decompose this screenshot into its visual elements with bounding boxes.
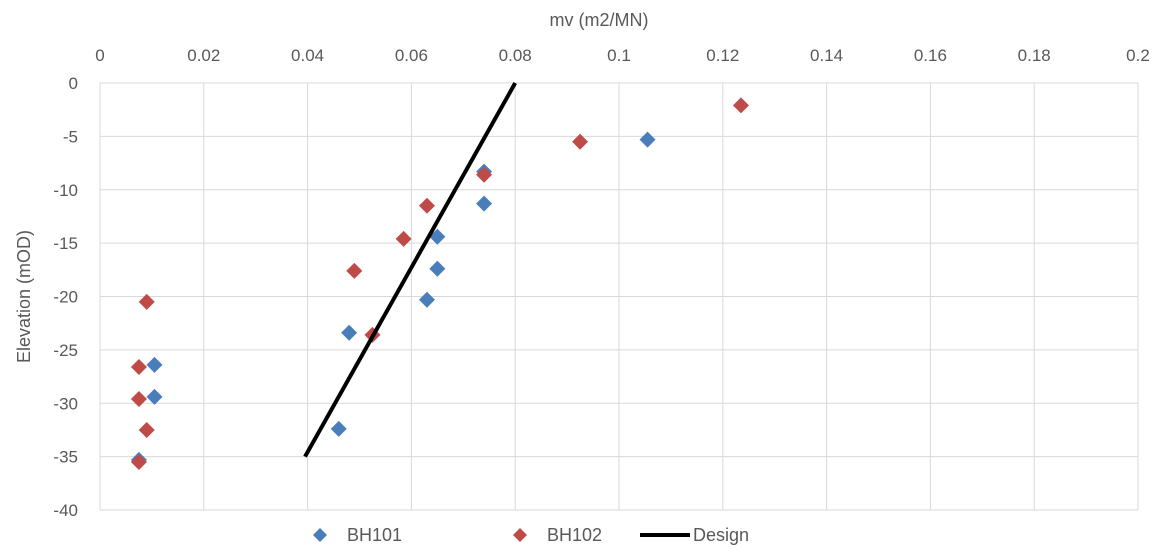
- tick-labels: 0 0.02 0.04 0.06 0.08 0.1 0.12 0.14 0.16 0.18 0.2 0…: [53, 46, 1149, 520]
- grid: [99, 82, 1139, 511]
- bh101-point: [341, 324, 358, 341]
- bh101-point: [330, 420, 347, 437]
- legend-label: Design: [693, 525, 749, 545]
- series-bh102: [130, 97, 749, 470]
- legend-item-bh102: BH102: [513, 525, 602, 545]
- legend-diamond-marker: [513, 528, 527, 542]
- design-line: [303, 82, 517, 458]
- legend-label: BH101: [347, 525, 402, 545]
- y-axis-title: Elevation (mOD): [14, 230, 34, 363]
- y-tick-label: -35: [53, 448, 78, 467]
- x-tick-label: 0.16: [914, 46, 947, 65]
- bh102-point: [395, 230, 412, 247]
- bh102-point: [476, 166, 493, 183]
- y-tick-label: -25: [53, 341, 78, 360]
- bh101-point: [429, 228, 446, 245]
- x-tick-label: 0.2: [1126, 46, 1150, 65]
- y-tick-label: 0: [69, 74, 78, 93]
- bh102-point: [572, 133, 589, 150]
- x-tick-label: 0.02: [187, 46, 220, 65]
- bh101-point: [418, 291, 435, 308]
- bh102-point: [418, 197, 435, 214]
- x-axis-title: mv (m2/MN): [550, 10, 649, 30]
- legend-item-design: Design: [640, 525, 749, 545]
- bh101-point: [146, 388, 163, 405]
- bh102-point: [130, 390, 147, 407]
- x-tick-label: 0.08: [499, 46, 532, 65]
- bh102-point: [130, 358, 147, 375]
- y-tick-label: -20: [53, 288, 78, 307]
- legend-item-bh101: BH101: [313, 525, 402, 545]
- bh101-point: [146, 356, 163, 373]
- x-tick-label: 0.12: [706, 46, 739, 65]
- x-tick-label: 0.04: [291, 46, 324, 65]
- y-tick-label: -30: [53, 394, 78, 413]
- y-tick-label: -5: [63, 127, 78, 146]
- bh101-point: [476, 195, 493, 212]
- x-tick-label: 0.18: [1018, 46, 1051, 65]
- y-tick-label: -40: [53, 501, 78, 520]
- bh102-point: [138, 421, 155, 438]
- bh101-point: [639, 131, 656, 148]
- bh102-point: [138, 293, 155, 310]
- legend: BH101 BH102 Design: [313, 525, 749, 545]
- series: [130, 82, 749, 470]
- x-tick-label: 0.14: [810, 46, 843, 65]
- series-design: [303, 82, 517, 458]
- x-tick-label: 0: [95, 46, 104, 65]
- x-tick-label: 0.1: [607, 46, 631, 65]
- bh102-point: [130, 453, 147, 470]
- y-tick-label: -10: [53, 181, 78, 200]
- y-tick-label: -15: [53, 234, 78, 253]
- bh102-point: [346, 262, 363, 279]
- legend-diamond-marker: [313, 528, 327, 542]
- bh101-point: [429, 260, 446, 277]
- x-tick-label: 0.06: [395, 46, 428, 65]
- bh102-point: [732, 97, 749, 114]
- legend-label: BH102: [547, 525, 602, 545]
